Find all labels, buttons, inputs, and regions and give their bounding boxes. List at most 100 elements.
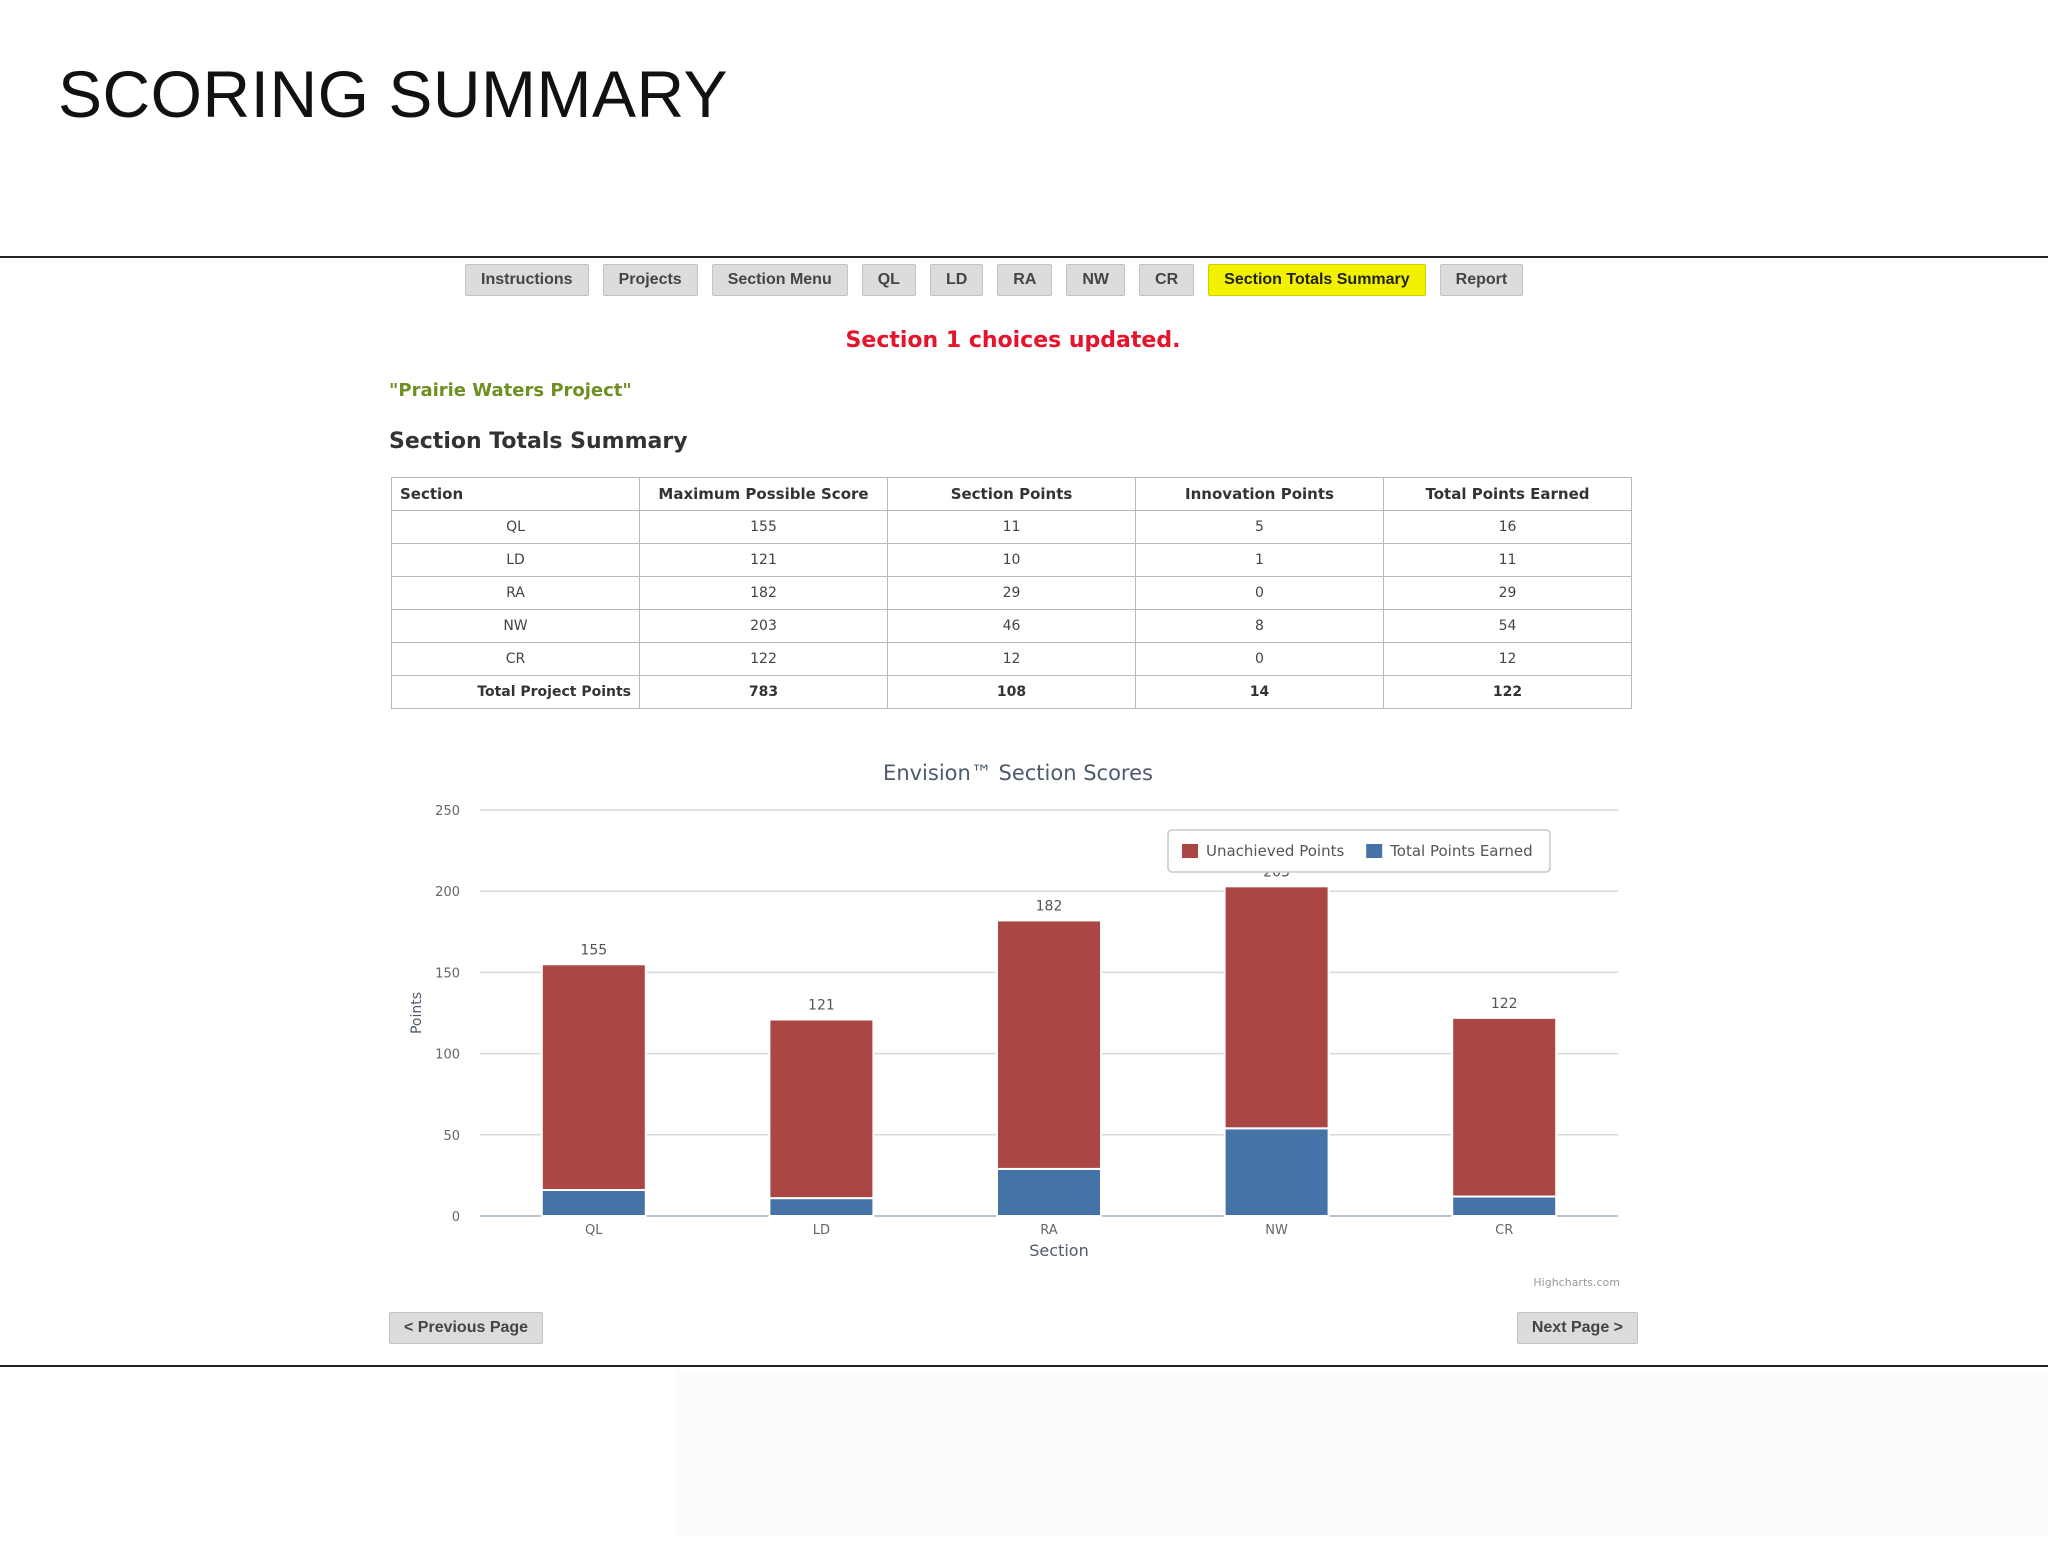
chart-credit[interactable]: Highcharts.com [1533, 1276, 1620, 1289]
nav-bar: Instructions Projects Section Menu QL LD… [465, 264, 1524, 296]
table-cell: 122 [1383, 675, 1632, 709]
tab-ld[interactable]: LD [929, 264, 984, 296]
table-cell: 46 [887, 609, 1136, 643]
table-cell: 108 [887, 675, 1136, 709]
table-cell: 155 [639, 510, 888, 544]
table-cell: 182 [639, 576, 888, 610]
x-tick-label: LD [813, 1223, 830, 1238]
legend-swatch [1366, 844, 1383, 858]
bar-total-points-earned [540, 1189, 647, 1217]
x-tick-label: QL [585, 1223, 603, 1238]
chart-title: Envision™ Section Scores [883, 761, 1153, 785]
bar-total-points-earned [996, 1167, 1102, 1217]
tab-cr[interactable]: CR [1139, 264, 1195, 296]
stack-total-label: 122 [1491, 996, 1518, 1012]
table-cell: 0 [1135, 576, 1384, 610]
bar-unachieved-points [1223, 885, 1330, 1130]
project-name: "Prairie Waters Project" [389, 380, 632, 401]
bar-total-points-earned [1223, 1127, 1330, 1217]
x-tick-label: CR [1495, 1223, 1513, 1238]
stack-total-label: 182 [1036, 898, 1063, 914]
table-cell: 10 [887, 543, 1136, 577]
slide-title: SCORING SUMMARY [58, 57, 729, 131]
tab-ra[interactable]: RA [997, 264, 1053, 296]
legend-swatch [1182, 844, 1198, 858]
x-axis-label: Section [1029, 1241, 1088, 1260]
tab-ql[interactable]: QL [861, 264, 916, 296]
table-cell: NW [391, 609, 640, 643]
section-heading: Section Totals Summary [389, 429, 688, 454]
envision-app: Instructions Projects Section Menu QL LD… [388, 256, 1638, 1364]
y-axis-label: Points [409, 992, 425, 1034]
column-header: Section [391, 477, 640, 511]
bar-unachieved-points [540, 963, 647, 1192]
table-row: LD 121 10 1 11 [391, 543, 1632, 577]
table-cell: LD [391, 543, 640, 577]
section-totals-table: Section Maximum Possible Score Section P… [391, 477, 1632, 709]
legend-item: Total Points Earned [1389, 842, 1532, 860]
table-row: CR 122 12 0 12 [391, 642, 1632, 676]
stack-total-label: 121 [808, 997, 835, 1013]
table-cell: 12 [1383, 642, 1632, 676]
previous-page-button[interactable]: < Previous Page [389, 1312, 544, 1344]
table-cell: 1 [1135, 543, 1384, 577]
table-cell: 11 [1383, 543, 1632, 577]
table-cell: 29 [1383, 576, 1632, 610]
table-total-row: Total Project Points 783 108 14 122 [391, 675, 1632, 709]
table-cell: QL [391, 510, 640, 544]
table-cell: 16 [1383, 510, 1632, 544]
table-cell: Total Project Points [391, 675, 640, 709]
tab-instructions[interactable]: Instructions [465, 264, 589, 296]
bar-total-points-earned [1451, 1195, 1558, 1217]
table-cell: 54 [1383, 609, 1632, 643]
chart-svg: Envision™ Section Scores 0 50 100 150 200 250 P… [409, 761, 1618, 1260]
y-tick-label: 100 [435, 1048, 460, 1063]
table-row: NW 203 46 8 54 [391, 609, 1632, 643]
x-tick-label: RA [1040, 1223, 1058, 1238]
table-cell: 0 [1135, 642, 1384, 676]
table-row: RA 182 29 0 29 [391, 576, 1632, 610]
table-header-row: Section Maximum Possible Score Section P… [391, 477, 1632, 511]
tab-projects[interactable]: Projects [602, 264, 698, 296]
y-tick-label: 0 [452, 1210, 460, 1225]
legend-item: Unachieved Points [1206, 842, 1344, 860]
top-divider [0, 256, 2048, 258]
y-tick-label: 150 [435, 966, 460, 981]
table-cell: 8 [1135, 609, 1384, 643]
background-panel [676, 1370, 2048, 1536]
table-cell: RA [391, 576, 640, 610]
table-cell: 29 [887, 576, 1136, 610]
column-header: Innovation Points [1135, 477, 1384, 511]
stack-total-label: 155 [580, 942, 607, 958]
table-cell: 122 [639, 642, 888, 676]
column-header: Maximum Possible Score [639, 477, 888, 511]
table-cell: 203 [639, 609, 888, 643]
section-scores-chart: Envision™ Section Scores 0 50 100 150 200 250 P… [388, 750, 1638, 1555]
table-cell: 783 [639, 675, 888, 709]
column-header: Section Points [887, 477, 1136, 511]
bottom-divider [0, 1365, 2048, 1367]
status-message: Section 1 choices updated. [845, 328, 1181, 353]
chart-legend [1167, 829, 1551, 873]
table-cell: CR [391, 642, 640, 676]
tab-section-menu[interactable]: Section Menu [711, 264, 848, 296]
x-tick-label: NW [1265, 1223, 1288, 1238]
y-tick-label: 250 [435, 804, 460, 819]
tab-section-totals-summary[interactable]: Section Totals Summary [1208, 264, 1426, 296]
column-header: Total Points Earned [1383, 477, 1632, 511]
bar-unachieved-points [996, 919, 1102, 1170]
bar-total-points-earned [768, 1197, 875, 1217]
table-cell: 14 [1135, 675, 1384, 709]
bar-unachieved-points [768, 1018, 875, 1200]
tab-nw[interactable]: NW [1066, 264, 1126, 296]
table-cell: 121 [639, 543, 888, 577]
next-page-button[interactable]: Next Page > [1516, 1312, 1638, 1344]
table-cell: 12 [887, 642, 1136, 676]
table-row: QL 155 11 5 16 [391, 510, 1632, 544]
y-tick-label: 50 [443, 1129, 460, 1144]
y-tick-label: 200 [435, 885, 460, 900]
bar-unachieved-points [1451, 1016, 1558, 1198]
tab-report[interactable]: Report [1439, 264, 1524, 296]
table-cell: 11 [887, 510, 1136, 544]
table-cell: 5 [1135, 510, 1384, 544]
